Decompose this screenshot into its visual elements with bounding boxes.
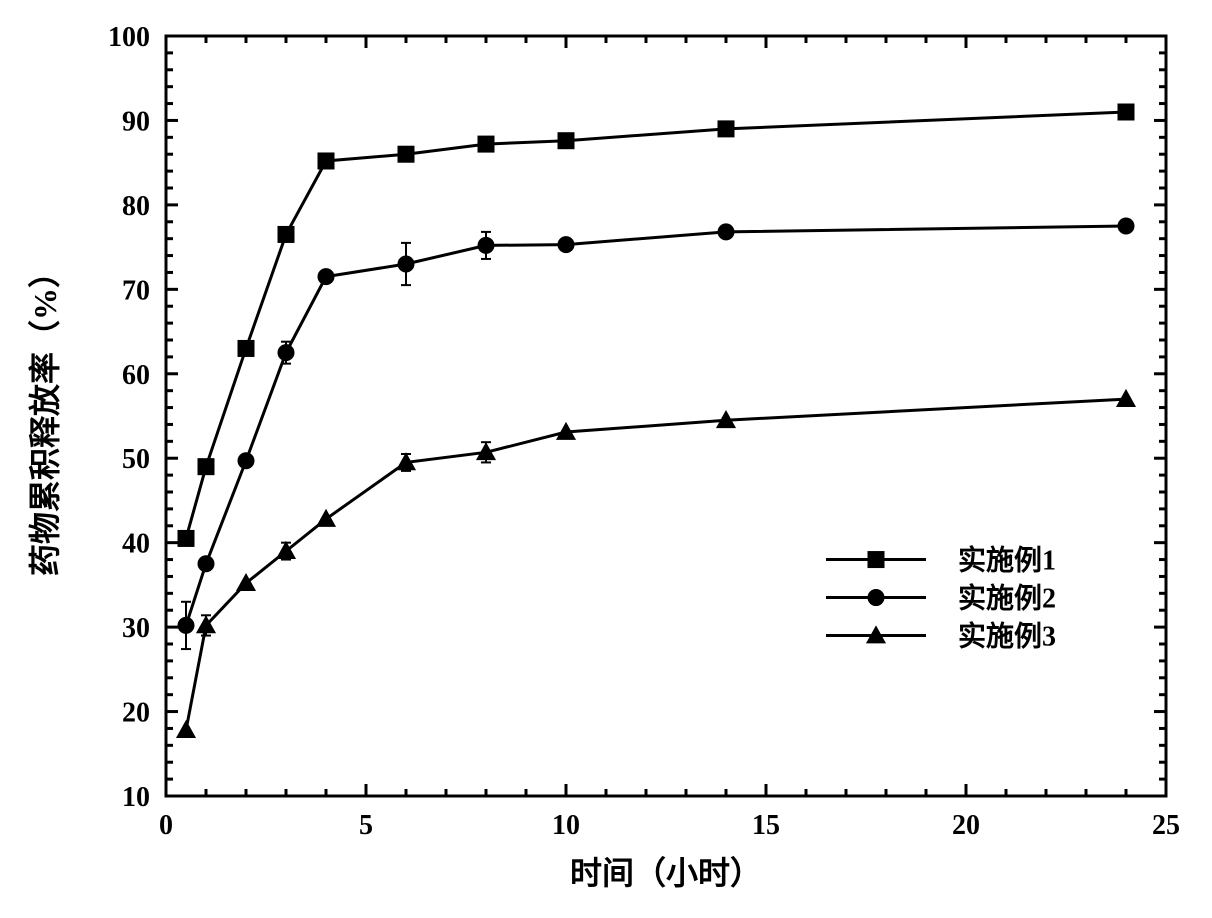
chart-container: 0 5 10 15 20 25 10 20 30 40 50 60 70 80 90 100 时间（小时） 药物累… bbox=[0, 0, 1212, 918]
x-tick-label: 0 bbox=[159, 810, 173, 841]
legend-label: 实施例1 bbox=[958, 544, 1056, 577]
marker-square bbox=[398, 146, 414, 162]
x-tick-label: 15 bbox=[752, 810, 780, 841]
y-tick-label: 10 bbox=[122, 782, 150, 813]
marker-circle bbox=[238, 453, 254, 469]
marker-square bbox=[198, 459, 214, 475]
marker-triangle bbox=[177, 721, 195, 738]
legend-item: 实施例2 bbox=[826, 582, 1056, 615]
y-tick-label: 100 bbox=[108, 22, 150, 53]
series-s1 bbox=[178, 104, 1134, 546]
marker-square bbox=[718, 121, 734, 137]
marker-square bbox=[278, 226, 294, 242]
marker-square bbox=[238, 340, 254, 356]
marker-circle bbox=[558, 237, 574, 253]
marker-square bbox=[318, 153, 334, 169]
series-line bbox=[186, 112, 1126, 538]
legend-item: 实施例3 bbox=[826, 620, 1056, 653]
marker-circle bbox=[868, 590, 884, 606]
marker-circle bbox=[278, 345, 294, 361]
marker-circle bbox=[1118, 218, 1134, 234]
marker-square bbox=[1118, 104, 1134, 120]
x-tick-label: 5 bbox=[359, 810, 373, 841]
y-tick-label: 50 bbox=[122, 444, 150, 475]
y-tick-label: 60 bbox=[122, 360, 150, 391]
marker-circle bbox=[178, 617, 194, 633]
legend-item: 实施例1 bbox=[826, 544, 1056, 577]
marker-circle bbox=[198, 556, 214, 572]
marker-square bbox=[178, 530, 194, 546]
y-tick-label: 70 bbox=[122, 275, 150, 306]
x-axis-title: 时间（小时） bbox=[570, 855, 762, 891]
marker-circle bbox=[718, 224, 734, 240]
y-tick-label: 80 bbox=[122, 191, 150, 222]
marker-circle bbox=[318, 269, 334, 285]
marker-square bbox=[868, 552, 884, 568]
y-tick-label: 40 bbox=[122, 529, 150, 560]
y-tick-label: 20 bbox=[122, 698, 150, 729]
y-tick-label: 90 bbox=[122, 106, 150, 137]
x-tick-label: 20 bbox=[952, 810, 980, 841]
marker-circle bbox=[398, 256, 414, 272]
y-tick-label: 30 bbox=[122, 613, 150, 644]
marker-circle bbox=[478, 237, 494, 253]
legend-label: 实施例3 bbox=[958, 620, 1056, 653]
y-axis-title: 药物累积释放率（%） bbox=[27, 256, 63, 576]
release-rate-chart: 0 5 10 15 20 25 10 20 30 40 50 60 70 80 90 100 时间（小时） 药物累… bbox=[0, 0, 1212, 918]
legend-label: 实施例2 bbox=[958, 582, 1056, 615]
marker-triangle bbox=[317, 510, 335, 527]
plot-border bbox=[166, 36, 1166, 796]
marker-square bbox=[478, 136, 494, 152]
x-tick-label: 10 bbox=[552, 810, 580, 841]
x-tick-label: 25 bbox=[1152, 810, 1180, 841]
marker-square bbox=[558, 133, 574, 149]
